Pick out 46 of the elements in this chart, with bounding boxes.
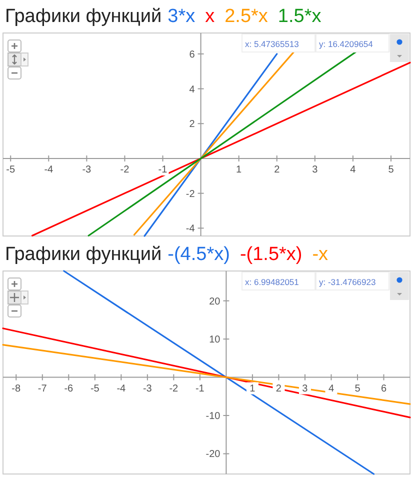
text: x — [205, 6, 216, 27]
y-tick-label: -4 — [186, 224, 196, 235]
x-tick-label: -2 — [120, 164, 130, 176]
x-tick-label: 2 — [276, 383, 282, 394]
x-tick-label: -2 — [169, 383, 179, 394]
annotation: x: 5.47365513 — [245, 39, 300, 49]
x-tick-label: -4 — [44, 164, 54, 176]
y-tick-label: -20 — [206, 449, 221, 460]
y-tick-label: 6 — [189, 49, 196, 60]
y-tick-label: -10 — [206, 411, 221, 422]
x-tick-label: 3 — [302, 383, 308, 394]
text: 1.5*x — [278, 6, 322, 27]
x-tick-label: -8 — [12, 383, 22, 394]
y-tick-label: 4 — [189, 84, 196, 96]
x-tick-label: -1 — [195, 383, 205, 394]
x-tick-label: -5 — [6, 164, 16, 176]
text: -(1.5*x) — [240, 244, 302, 265]
x-tick-label: 3 — [312, 164, 318, 176]
chart-title: Графики функций — [5, 244, 162, 265]
x-tick-label: 4 — [328, 383, 334, 394]
x-tick-label: 1 — [236, 164, 242, 176]
x-tick-label: -5 — [90, 383, 100, 394]
x-tick-label: 4 — [350, 164, 356, 176]
y-tick-label: 10 — [209, 334, 221, 346]
x-tick-label: -6 — [64, 383, 74, 394]
chart-title: Графики функций — [5, 6, 162, 27]
text: -x — [312, 244, 329, 265]
x-tick-label: 5 — [354, 383, 361, 394]
y-tick-label: -2 — [186, 188, 196, 200]
x-tick-label: -3 — [142, 383, 152, 394]
text: -(4.5*x) — [168, 244, 230, 265]
series-label: 2.5*x — [224, 6, 268, 27]
y-tick-label: 20 — [209, 296, 221, 308]
annotation: y: -31.4766923 — [319, 277, 376, 287]
x-tick-label: 2 — [274, 164, 280, 176]
x-tick-label: -1 — [158, 164, 168, 176]
annotation: y: 16.4209654 — [319, 39, 374, 49]
x-tick-label: 1 — [250, 383, 256, 394]
x-tick-label: 6 — [380, 383, 387, 394]
x-tick-label: -4 — [116, 383, 126, 394]
y-tick-label: 2 — [189, 119, 196, 130]
text: 3*x — [168, 6, 196, 27]
annotation: x: 6.99482051 — [245, 277, 300, 287]
x-tick-label: -3 — [82, 164, 92, 176]
x-tick-label: 5 — [388, 164, 394, 176]
x-tick-label: -7 — [38, 383, 48, 394]
